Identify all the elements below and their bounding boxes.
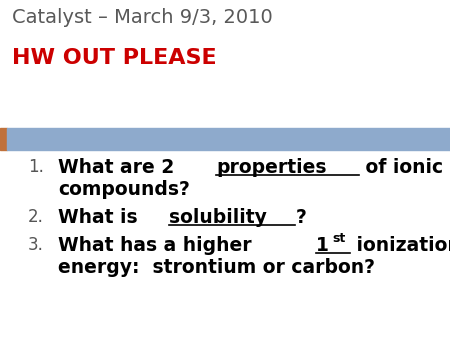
Text: 3.: 3.: [28, 236, 44, 254]
Text: of ionic: of ionic: [359, 158, 443, 177]
Text: energy:  strontium or carbon?: energy: strontium or carbon?: [58, 258, 375, 277]
Text: What has a higher: What has a higher: [58, 236, 258, 255]
Text: 2.: 2.: [28, 208, 44, 226]
Text: What is: What is: [58, 208, 144, 227]
Text: HW OUT PLEASE: HW OUT PLEASE: [12, 48, 216, 68]
Text: 1: 1: [316, 236, 329, 255]
Text: 1.: 1.: [28, 158, 44, 176]
Text: properties: properties: [216, 158, 327, 177]
Text: st: st: [333, 232, 346, 245]
Text: solubility: solubility: [169, 208, 267, 227]
Text: Catalyst – March 9/3, 2010: Catalyst – March 9/3, 2010: [12, 8, 273, 27]
Bar: [7, 128, 450, 150]
Bar: [0, 128, 7, 150]
Text: compounds?: compounds?: [58, 180, 190, 199]
Text: What are 2: What are 2: [58, 158, 181, 177]
Text: ionization: ionization: [350, 236, 450, 255]
Text: ?: ?: [295, 208, 306, 227]
